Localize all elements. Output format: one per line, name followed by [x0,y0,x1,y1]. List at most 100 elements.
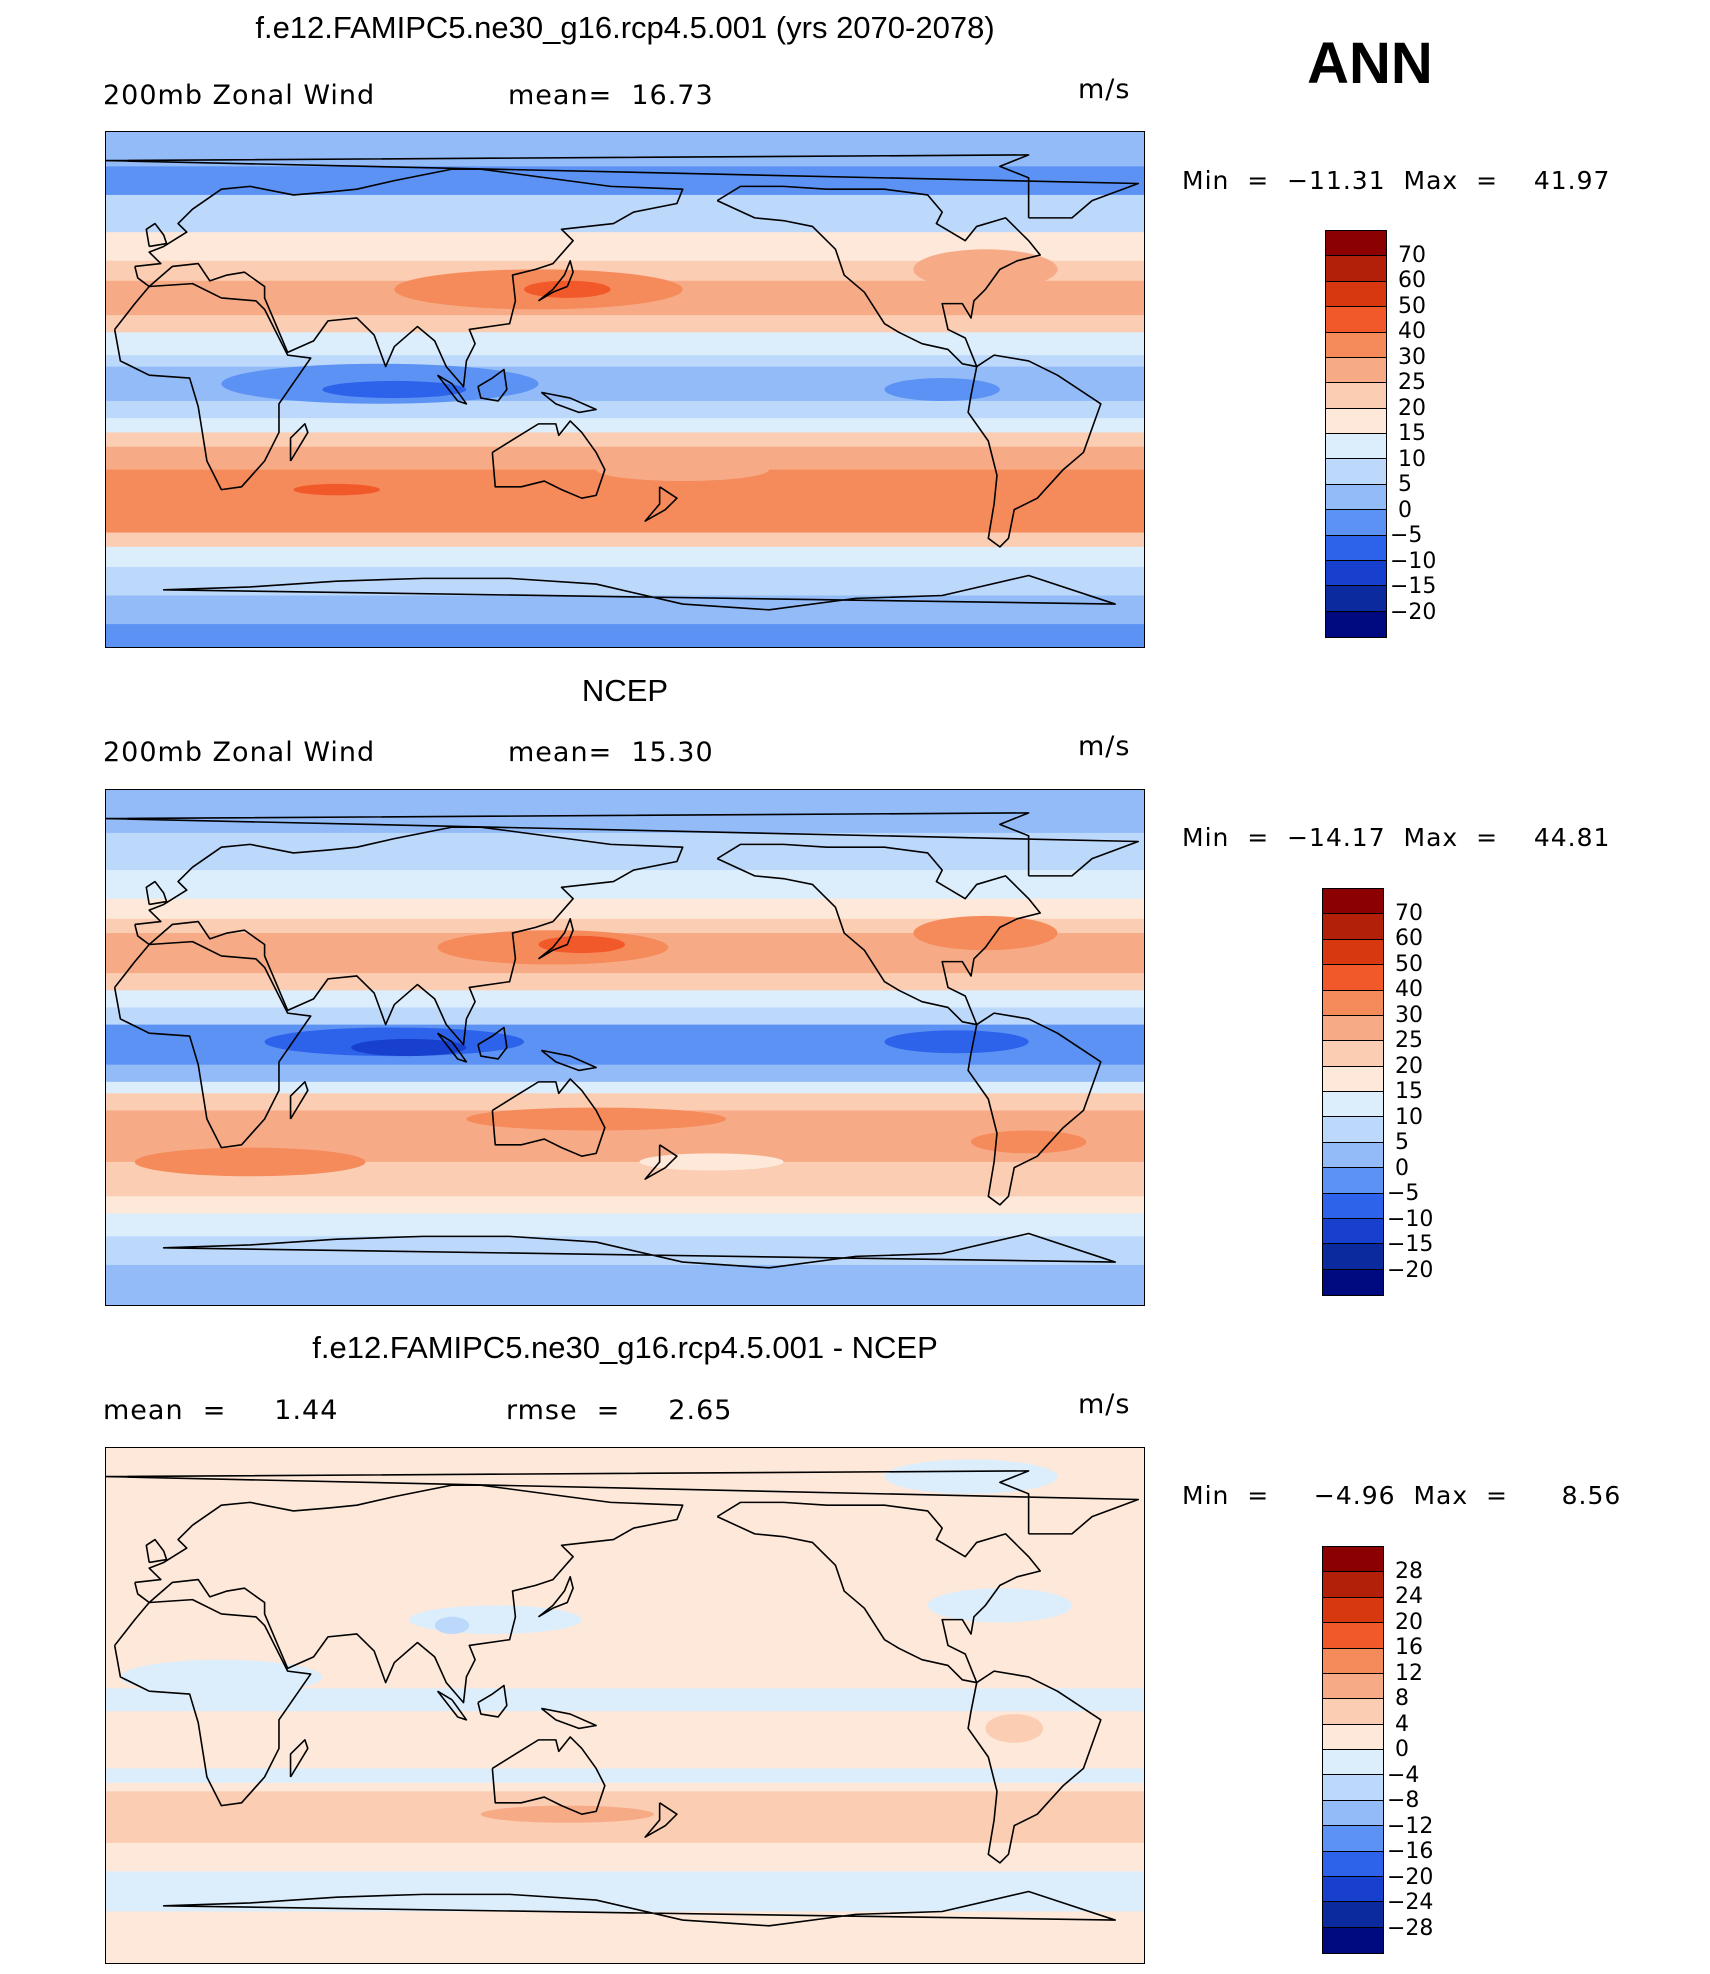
panel1-variable-label: 200mb Zonal Wind [103,80,376,111]
colorbar-swatch [1326,434,1386,460]
panel3-rmse-label: rmse = 2.65 [506,1395,733,1426]
colorbar-swatch [1323,1927,1383,1953]
colorbar-swatch [1326,383,1386,409]
wind-anomaly-region [480,1805,654,1823]
coastline [491,1736,606,1815]
colorbar-swatch [1323,1800,1383,1827]
coastline [162,1890,1116,1927]
panel2-map [105,789,1145,1306]
coastline [134,1484,684,1704]
colorbar-tick-label: 50 [1395,951,1423,977]
wind-anomaly-region [524,280,611,298]
wind-anomaly-region [322,380,467,399]
colorbar-tick-label: −10 [1387,1206,1434,1232]
coastline [113,940,312,1149]
wind-band [106,1007,1144,1026]
wind-band [106,832,1144,872]
colorbar-tick-label: −8 [1387,1788,1420,1813]
colorbar-tick-label: −20 [1387,1257,1434,1283]
colorbar-tick-label: 15 [1395,1079,1423,1104]
coastline [134,826,684,1046]
wind-band [106,1871,1144,1913]
panel1-colorbar [1325,230,1387,638]
wind-band [106,1081,1144,1095]
colorbar-swatch [1323,1724,1383,1750]
colorbar-swatch [1323,1041,1383,1067]
wind-band [106,1768,1144,1784]
colorbar-swatch [1323,965,1383,991]
colorbar-tick-label: −15 [1387,1232,1434,1257]
colorbar-tick-label: 70 [1395,900,1423,926]
colorbar-swatch [1323,1902,1383,1928]
wind-band [106,132,1144,168]
colorbar-tick-label: 4 [1395,1711,1409,1737]
wind-band [106,624,1144,647]
colorbar-tick-label: 12 [1395,1660,1423,1686]
wind-band [106,355,1144,368]
coastline [436,1690,468,1721]
coastline [491,1078,606,1157]
wind-band [106,166,1144,196]
wind-anomaly-region [596,458,770,482]
colorbar-tick-label: 60 [1395,926,1423,951]
colorbar-swatch [1326,307,1386,333]
colorbar-swatch [1323,1699,1383,1725]
wind-band [106,194,1144,234]
wind-band [106,1236,1144,1266]
wind-anomaly-region [884,378,1000,401]
colorbar-tick-label: −12 [1387,1813,1434,1839]
coastline [644,486,678,522]
colorbar-tick-label: 40 [1395,977,1423,1002]
colorbar-swatch [1323,1876,1383,1903]
coastline [537,918,574,960]
colorbar-swatch [1323,1851,1383,1877]
colorbar-tick-label: 40 [1398,319,1426,344]
wind-anomaly-region [971,1130,1087,1154]
wind-anomaly-region [120,1659,323,1695]
colorbar-tick-label: 15 [1398,421,1426,446]
wind-anomaly-region [927,1588,1072,1623]
wind-band [106,469,1144,534]
colorbar-tick-label: −16 [1387,1839,1434,1864]
colorbar-swatch [1326,510,1386,536]
colorbar-tick-label: −5 [1390,523,1423,548]
colorbar-swatch [1323,1750,1383,1776]
wind-band [106,260,1144,282]
wind-band [106,1711,1144,1770]
colorbar-swatch [1326,256,1386,282]
wind-anomaly-region [985,1714,1044,1743]
colorbar-swatch [1323,1244,1383,1270]
coastline [537,1576,574,1618]
colorbar-swatch [1323,1597,1383,1624]
panel2-mean-label: mean= 15.30 [508,737,714,768]
wind-band [106,332,1144,357]
panel2-units-label: m/s [1078,731,1131,762]
coastline [289,423,309,462]
panel3-min-max: Min = −4.96 Max = 8.56 [1182,1481,1622,1510]
colorbar-swatch [1323,1142,1383,1169]
coastline [967,1670,1102,1864]
season-label: ANN [1307,31,1433,96]
colorbar-swatch [1323,1168,1383,1194]
colorbar-swatch [1323,1826,1383,1852]
colorbar-tick-label: 60 [1398,268,1426,293]
colorbar-swatch [1326,484,1386,511]
coastline [145,1538,168,1564]
coastline [106,812,1140,877]
colorbar-tick-label: 70 [1398,242,1426,268]
colorbar-tick-label: 10 [1395,1104,1423,1130]
wind-band [106,990,1144,1009]
coastline [491,420,606,499]
wind-anomaly-region [134,1147,366,1177]
wind-band [106,918,1144,935]
coastline [644,1144,678,1180]
colorbar-swatch [1326,535,1386,561]
panel3-units-label: m/s [1078,1389,1131,1420]
coastline [106,1470,1140,1535]
colorbar-tick-label: −10 [1390,548,1437,574]
wind-band [106,546,1144,568]
colorbar-swatch [1323,1775,1383,1801]
wind-band [106,446,1144,471]
colorbar-tick-label: 20 [1395,1609,1423,1635]
wind-band [106,418,1144,434]
